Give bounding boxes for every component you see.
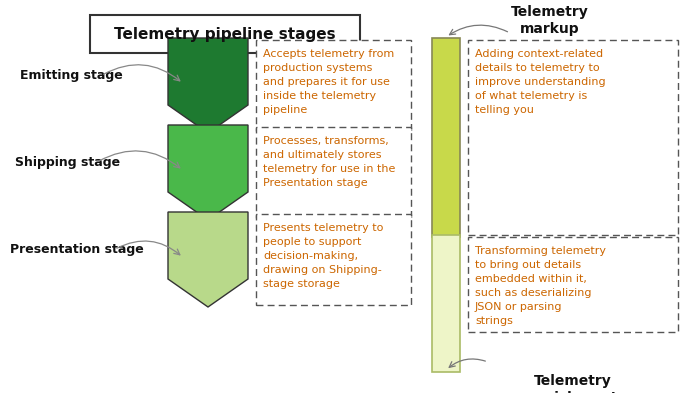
Bar <box>432 38 460 237</box>
Polygon shape <box>168 212 248 307</box>
Text: Telemetry
markup: Telemetry markup <box>511 5 589 36</box>
Polygon shape <box>168 38 248 133</box>
Text: Adding context-related
details to telemetry to
improve understanding
of what tel: Adding context-related details to teleme… <box>475 49 605 115</box>
Bar <box>468 40 678 235</box>
Text: Telemetry pipeline stages: Telemetry pipeline stages <box>114 26 336 42</box>
Text: Presentation stage: Presentation stage <box>10 243 144 256</box>
Bar <box>468 237 678 332</box>
Text: Telemetry
enrichment: Telemetry enrichment <box>528 374 618 393</box>
Text: Emitting stage: Emitting stage <box>20 69 122 82</box>
Bar <box>256 214 411 305</box>
Text: Shipping stage: Shipping stage <box>15 156 120 169</box>
Bar <box>256 40 411 131</box>
Bar <box>256 127 411 218</box>
Bar <box>90 15 360 53</box>
Text: Accepts telemetry from
production systems
and prepares it for use
inside the tel: Accepts telemetry from production system… <box>263 49 394 115</box>
Text: Processes, transforms,
and ultimately stores
telemetry for use in the
Presentati: Processes, transforms, and ultimately st… <box>263 136 395 188</box>
Polygon shape <box>168 125 248 220</box>
Bar <box>432 235 460 372</box>
Text: Presents telemetry to
people to support
decision-making,
drawing on Shipping-
st: Presents telemetry to people to support … <box>263 223 383 289</box>
Text: Transforming telemetry
to bring out details
embedded within it,
such as deserial: Transforming telemetry to bring out deta… <box>475 246 606 326</box>
